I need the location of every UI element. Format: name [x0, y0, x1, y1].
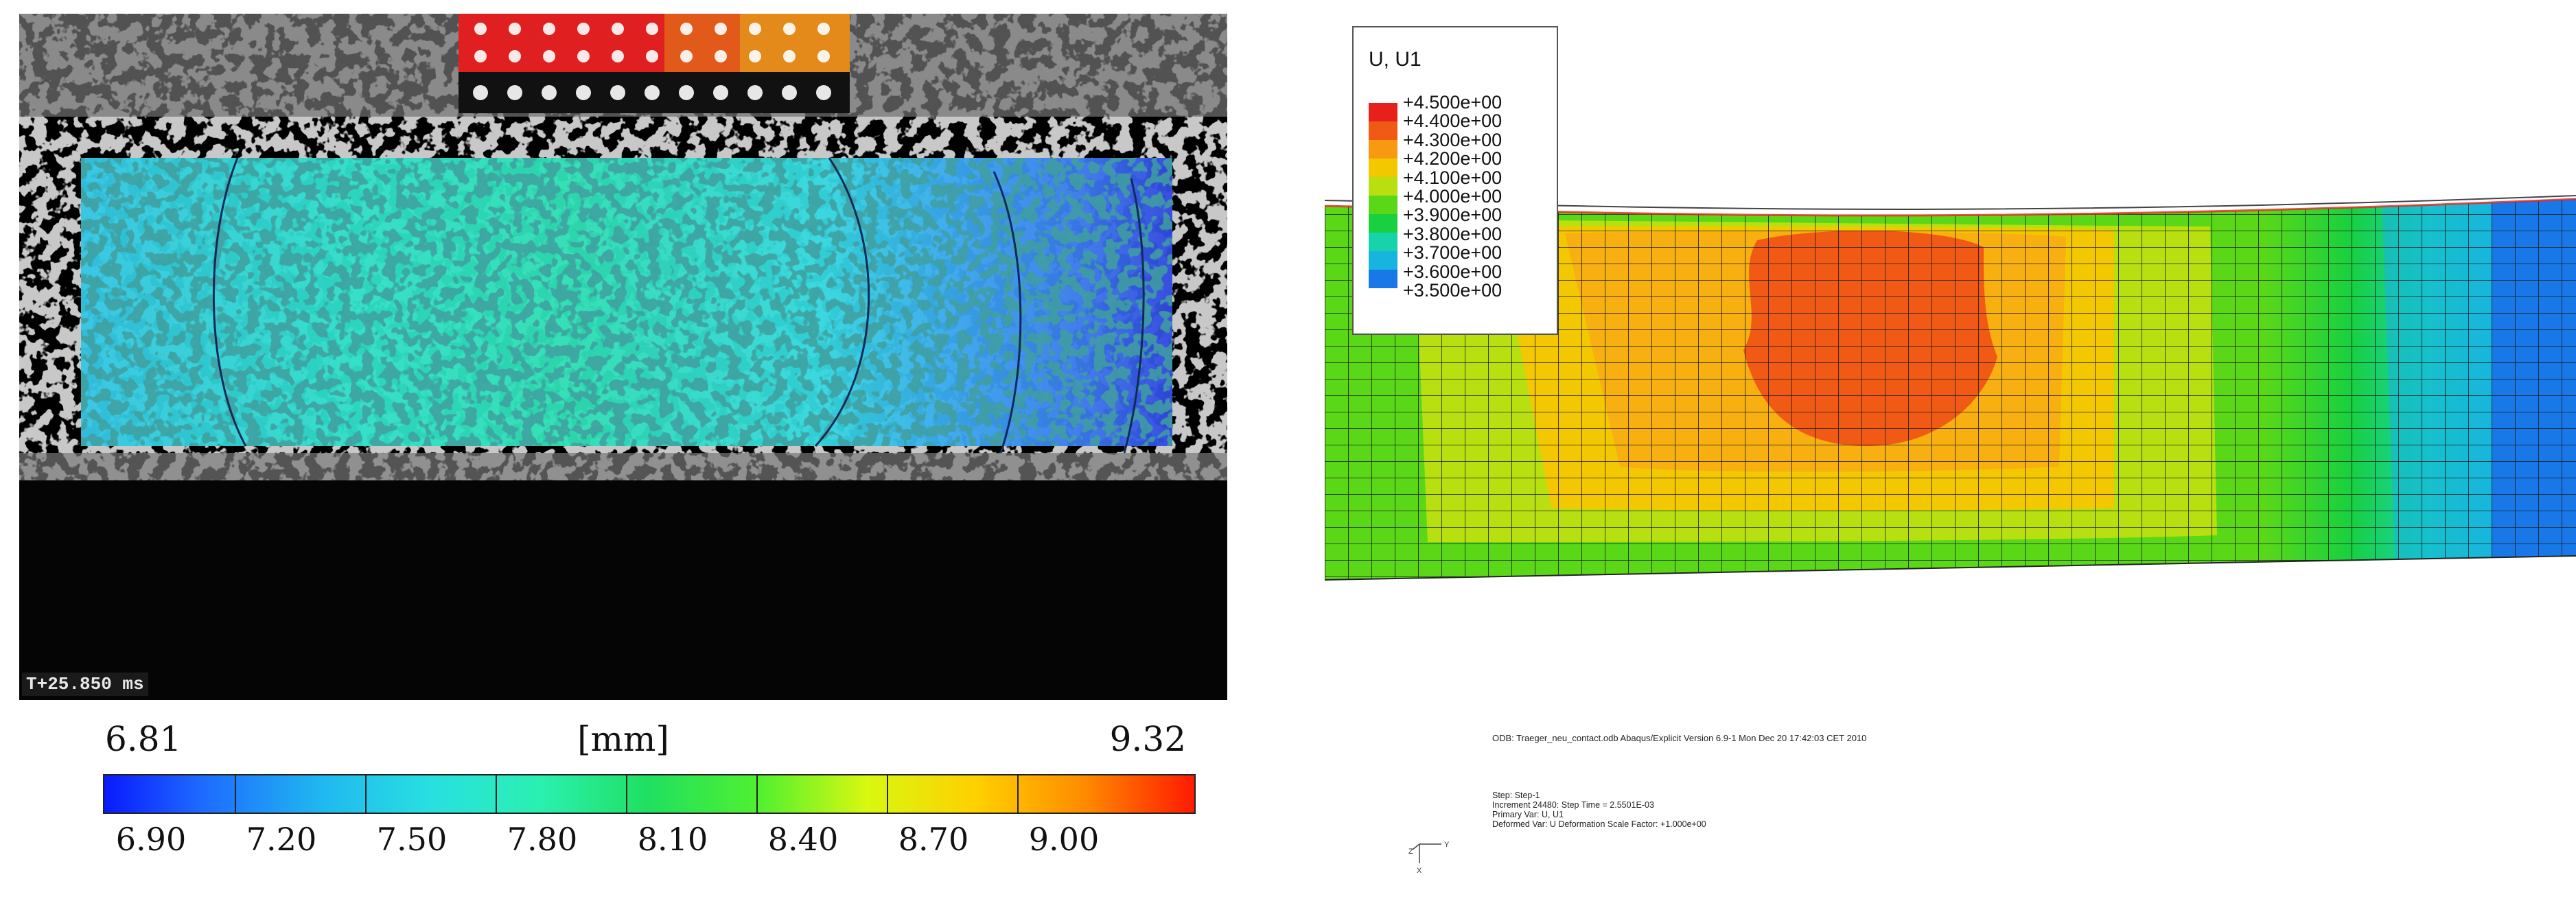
- colorbar-tick-label: 8.40: [767, 821, 839, 858]
- timestamp-label: T+25.850 ms: [22, 673, 148, 696]
- colorbar-tick-labels: 6.90 7.20 7.50 7.80 8.10 8.40 8.70 9.00: [19, 821, 1227, 862]
- step-line: Increment 24480: Step Time = 2.5501E-03: [1492, 800, 1654, 810]
- colorbar-tick: [756, 775, 758, 813]
- legend-label: +3.800e+00: [1403, 223, 1502, 244]
- triad-x-label: X: [1417, 867, 1422, 875]
- legend-label: +3.600e+00: [1403, 261, 1502, 282]
- colorbar-tick-label: 7.50: [376, 821, 448, 858]
- legend-swatch: [1369, 214, 1397, 233]
- legend-label: +4.300e+00: [1403, 129, 1502, 150]
- legend-labels: +4.500e+00 +4.400e+00 +4.300e+00 +4.200e…: [1403, 93, 1502, 300]
- legend-title: U, U1: [1369, 48, 1422, 71]
- axis-triad-icon: Y Z X: [1408, 841, 1450, 875]
- legend-swatch: [1369, 251, 1397, 270]
- colorbar-tick-label: 8.10: [637, 821, 708, 858]
- step-line: Step: Step-1: [1492, 791, 1540, 800]
- colorbar-tick-label: 8.70: [898, 821, 969, 858]
- legend-label: +3.900e+00: [1403, 205, 1502, 226]
- legend-label: +3.700e+00: [1403, 242, 1502, 264]
- colorbar-min-label: 6.81: [105, 719, 182, 759]
- legend-label: +4.200e+00: [1403, 148, 1502, 170]
- triad-y-label: Y: [1444, 841, 1450, 849]
- dic-photo-svg: [19, 14, 1227, 700]
- fe-contour-plot: [1325, 195, 2576, 581]
- colorbar-tick-label: 9.00: [1028, 821, 1100, 858]
- legend-swatch: [1369, 159, 1397, 177]
- legend-swatch: [1369, 121, 1397, 140]
- legend-label: +4.500e+00: [1403, 92, 1502, 113]
- legend-swatches: [1369, 103, 1397, 288]
- dic-panel: T+25.850 ms 6.81 [mm] 9.32 6.90 7.20 7.5…: [0, 0, 1229, 899]
- colorbar-tick: [496, 775, 497, 813]
- colorbar-tick: [1017, 775, 1019, 813]
- step-line: Deformed Var: U Deformation Scale Factor…: [1492, 819, 1706, 829]
- legend-swatch: [1369, 196, 1397, 214]
- legend-swatch: [1369, 270, 1397, 288]
- colorbar-tick: [887, 775, 888, 813]
- legend-swatch: [1369, 103, 1397, 121]
- colorbar-tick: [365, 775, 367, 813]
- dic-photo: T+25.850 ms: [19, 14, 1227, 700]
- triad-z-label: Z: [1408, 848, 1413, 856]
- step-line: Primary Var: U, U1: [1492, 810, 1564, 819]
- odb-info-line: ODB: Traeger_neu_contact.odb Abaqus/Expl…: [1492, 733, 1867, 743]
- legend-label: +4.400e+00: [1403, 110, 1502, 132]
- legend-swatch: [1369, 140, 1397, 159]
- legend-label: +4.000e+00: [1403, 186, 1502, 207]
- colorbar-tick-label: 7.20: [246, 821, 317, 858]
- colorbar: 6.81 [mm] 9.32 6.90 7.20 7.50 7.80 8.10 …: [19, 707, 1227, 892]
- colorbar-unit-label: [mm]: [577, 719, 669, 759]
- colorbar-tick-label: 6.90: [115, 821, 187, 858]
- colorbar-tick: [235, 775, 236, 813]
- legend-label: +3.500e+00: [1403, 280, 1502, 301]
- colorbar-tick: [626, 775, 627, 813]
- legend-swatch: [1369, 177, 1397, 196]
- legend-label: +4.100e+00: [1403, 167, 1502, 188]
- legend-swatch: [1369, 233, 1397, 251]
- colorbar-tick-label: 7.80: [507, 821, 578, 858]
- step-info-block: Step: Step-1 Increment 24480: Step Time …: [1492, 791, 1706, 829]
- contour-legend: U, U1 +4.500e+00 +4.400e+00 +4.300e+00 +…: [1352, 26, 1558, 335]
- colorbar-gradient: [103, 774, 1196, 814]
- colorbar-max-label: 9.32: [1109, 719, 1186, 759]
- abaqus-panel: U, U1 +4.500e+00 +4.400e+00 +4.300e+00 +…: [1325, 0, 2576, 899]
